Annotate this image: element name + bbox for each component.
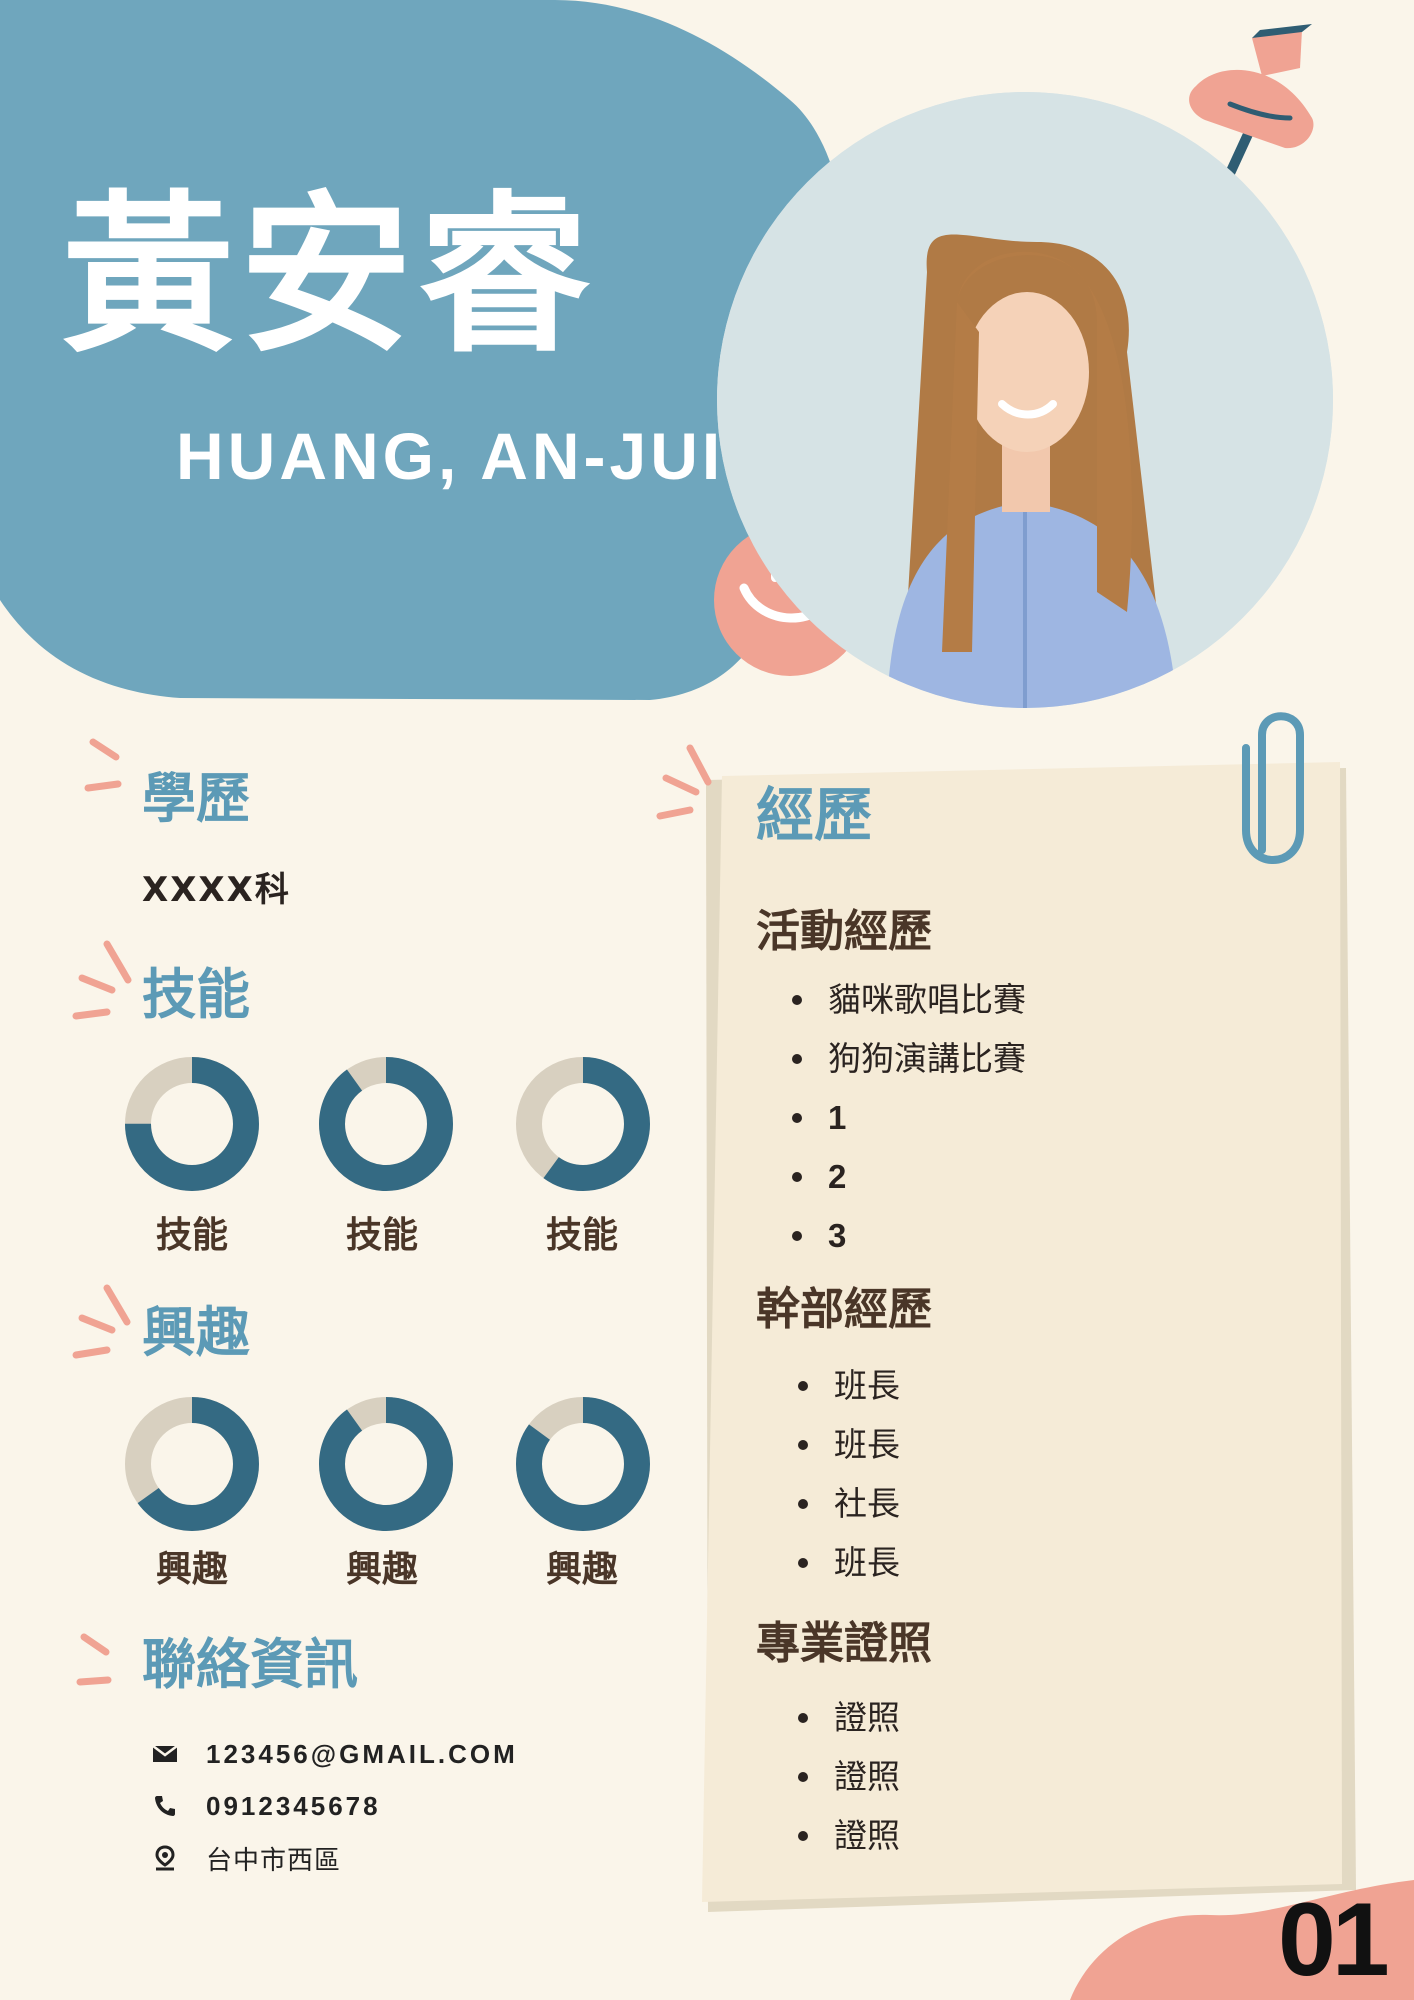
certs-list: 證照 證照 證照 xyxy=(798,1698,900,1875)
page-number: 01 xyxy=(1278,1882,1390,1998)
list-item: 證照 xyxy=(798,1757,900,1816)
list-item: 社長 xyxy=(798,1484,900,1543)
profile-photo xyxy=(717,92,1333,708)
list-item: 證照 xyxy=(798,1698,900,1757)
education-value: XXXX科 xyxy=(142,870,291,910)
experience-title: 經歷 xyxy=(756,781,873,849)
contact-email-row[interactable]: 123456@GMAIL.COM xyxy=(150,1734,518,1774)
experience-card xyxy=(702,762,1342,1902)
location-pin-icon xyxy=(150,1843,180,1873)
skill-label: 技能 xyxy=(155,1215,228,1256)
donut-level-arc xyxy=(516,1397,650,1531)
skills-title: 技能 xyxy=(142,963,250,1026)
interest-label: 興趣 xyxy=(545,1549,618,1590)
interests-title: 興趣 xyxy=(142,1301,250,1364)
pushpin-icon xyxy=(1189,24,1314,187)
list-item: 狗狗演講比賽 xyxy=(792,1039,1026,1098)
contact-phone-row[interactable]: 0912345678 xyxy=(150,1786,381,1826)
interest-donut xyxy=(516,1397,650,1531)
donut-level-arc xyxy=(125,1057,259,1191)
skill-donut xyxy=(319,1057,453,1191)
certs-title: 專業證照 xyxy=(756,1618,932,1669)
envelope-icon xyxy=(150,1739,180,1769)
contact-address-row: 台中市西區 xyxy=(150,1838,341,1878)
donut-level-arc xyxy=(319,1057,453,1191)
name-english: HUANG, AN-JUI xyxy=(176,419,725,493)
list-item: 班長 xyxy=(798,1366,900,1425)
phone-icon xyxy=(150,1791,180,1821)
activities-title: 活動經歷 xyxy=(756,906,932,957)
blue-blob xyxy=(0,0,845,700)
interest-label: 興趣 xyxy=(345,1549,418,1590)
contact-address: 台中市西區 xyxy=(206,1845,342,1876)
list-item: 貓咪歌唱比賽 xyxy=(792,980,1026,1039)
skill-donut xyxy=(125,1057,259,1191)
accent-strokes xyxy=(72,738,712,1686)
donut-level-arc xyxy=(319,1397,453,1531)
cadre-title: 幹部經歷 xyxy=(756,1284,932,1335)
list-item: 3 xyxy=(792,1216,1026,1275)
contact-phone[interactable]: 0912345678 xyxy=(206,1790,381,1821)
list-item: 班長 xyxy=(798,1425,900,1484)
education-title: 學歷 xyxy=(142,767,250,830)
contact-email[interactable]: 123456@GMAIL.COM xyxy=(206,1738,518,1769)
list-item: 班長 xyxy=(798,1543,900,1602)
cadre-list: 班長 班長 社長 班長 xyxy=(798,1366,900,1602)
name-chinese: 黃安睿 xyxy=(62,175,596,376)
paperclip-icon xyxy=(1242,712,1304,864)
list-item: 1 xyxy=(792,1098,1026,1157)
skill-donut xyxy=(516,1057,650,1191)
activities-list: 貓咪歌唱比賽 狗狗演講比賽 1 2 3 xyxy=(792,980,1026,1275)
interest-label: 興趣 xyxy=(155,1549,228,1590)
donut-level-arc xyxy=(125,1397,259,1531)
pink-corner-blob xyxy=(1070,1880,1414,2000)
contact-title: 聯絡資訊 xyxy=(142,1633,358,1696)
interest-donut xyxy=(125,1397,259,1531)
list-item: 證照 xyxy=(798,1816,900,1875)
interest-donut xyxy=(319,1397,453,1531)
list-item: 2 xyxy=(792,1157,1026,1216)
donut-level-arc xyxy=(516,1057,650,1191)
skill-label: 技能 xyxy=(545,1215,618,1256)
skill-label: 技能 xyxy=(345,1215,418,1256)
